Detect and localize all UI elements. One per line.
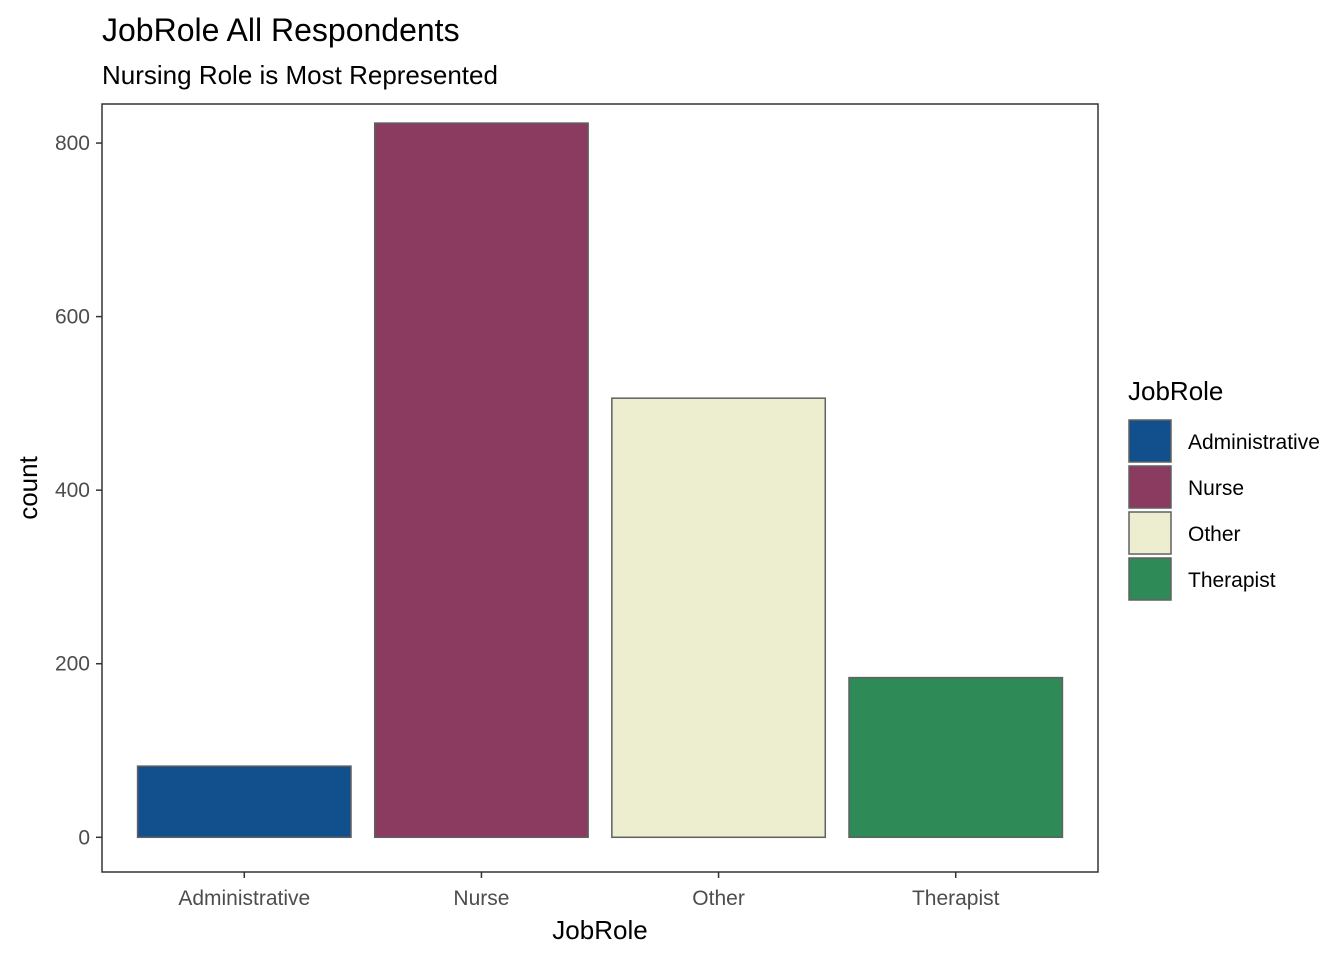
bar-other: [611, 397, 827, 839]
x-axis: Administrative Nurse Other Therapist: [178, 872, 1000, 910]
legend: JobRole Administrative Nurse Other Therapis…: [1128, 376, 1320, 601]
bar-therapist: [848, 676, 1064, 839]
y-tick-label: 600: [55, 306, 90, 329]
legend-swatch-nurse: [1128, 465, 1172, 509]
y-tick-label: 400: [55, 479, 90, 502]
legend-title: JobRole: [1128, 376, 1223, 406]
legend-label-other: Other: [1188, 523, 1241, 546]
bar-administrative: [136, 765, 352, 839]
legend-label-administrative: Administrative: [1188, 431, 1320, 454]
legend-swatch-therapist: [1128, 557, 1172, 601]
x-tick-label-other: Other: [692, 887, 745, 910]
chart-title: JobRole All Respondents: [102, 12, 460, 48]
x-tick-label-therapist: Therapist: [912, 887, 1000, 910]
bar-nurse: [373, 122, 589, 839]
x-axis-title: JobRole: [552, 915, 647, 945]
y-axis: 0 200 400 600 800: [55, 132, 102, 849]
y-axis-title: count: [13, 455, 43, 519]
legend-label-nurse: Nurse: [1188, 477, 1244, 500]
legend-swatch-administrative: [1128, 419, 1172, 463]
x-tick-label-nurse: Nurse: [453, 887, 509, 910]
plot-panel-border: [101, 103, 1099, 873]
x-tick-label-administrative: Administrative: [178, 887, 310, 910]
y-tick-label: 800: [55, 132, 90, 155]
legend-swatch-other: [1128, 511, 1172, 555]
y-tick-label: 0: [78, 826, 90, 849]
legend-label-therapist: Therapist: [1188, 569, 1276, 592]
y-tick-label: 200: [55, 653, 90, 676]
bars-group: [136, 122, 1064, 839]
chart-subtitle: Nursing Role is Most Represented: [102, 60, 498, 90]
